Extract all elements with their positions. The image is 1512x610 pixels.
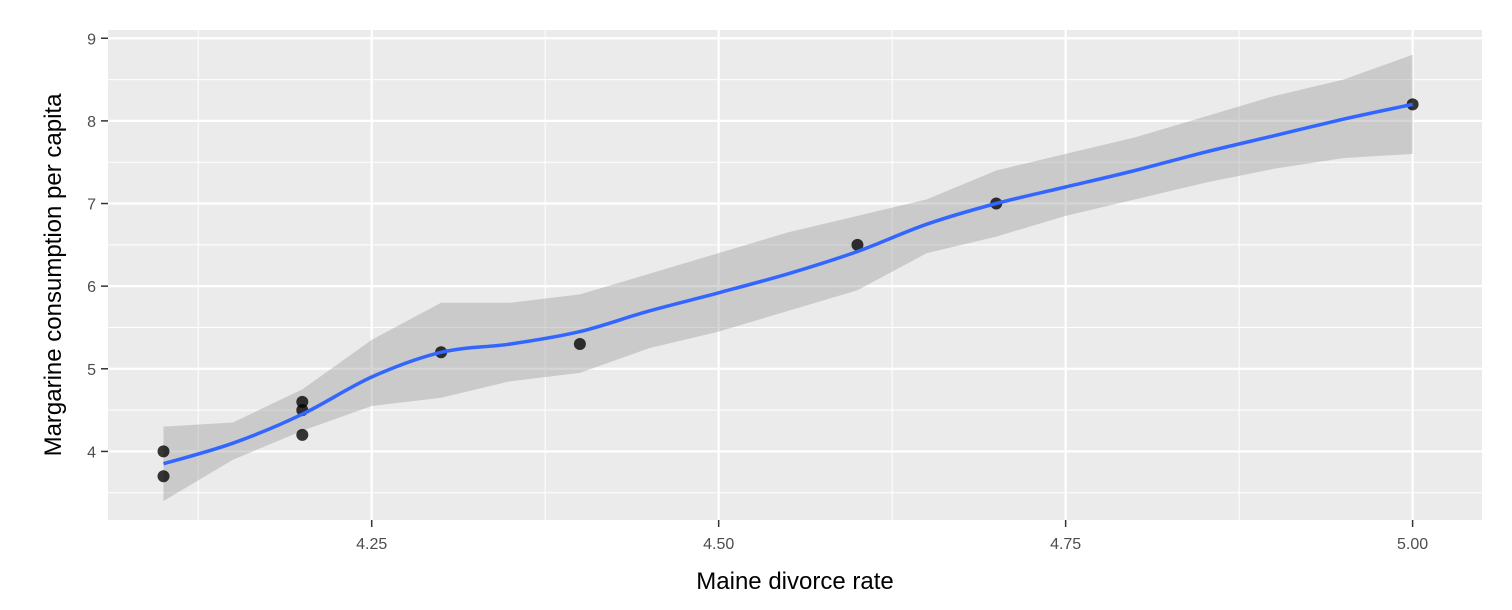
data-point — [573, 337, 586, 350]
y-axis-title: Margarine consumption per capita — [40, 93, 67, 457]
data-point — [157, 445, 170, 458]
data-point — [296, 395, 309, 408]
y-tick-label: 5 — [87, 362, 96, 379]
grid-major — [108, 30, 1482, 520]
smooth-line — [163, 102, 1413, 466]
y-tick-label: 6 — [87, 279, 96, 296]
x-tick-label: 4.50 — [703, 536, 734, 553]
data-point — [851, 238, 864, 251]
x-tick-label: 4.25 — [356, 536, 387, 553]
plot-panel — [108, 30, 1482, 520]
confidence-band — [163, 54, 1413, 502]
x-tick-label: 4.75 — [1050, 536, 1081, 553]
x-tick-label: 5.00 — [1397, 536, 1428, 553]
y-tick-label: 4 — [87, 444, 96, 461]
x-axis-title: Maine divorce rate — [696, 568, 893, 595]
y-tick-label: 8 — [87, 114, 96, 131]
grid-minor — [108, 30, 1482, 520]
y-tick-label: 9 — [87, 31, 96, 48]
y-axis: 4 5 6 7 8 9 — [87, 31, 108, 461]
data-point — [1406, 98, 1419, 111]
data-point — [157, 470, 170, 483]
y-tick-label: 7 — [87, 197, 96, 214]
data-point — [296, 428, 309, 441]
x-axis: 4.25 4.50 4.75 5.00 — [356, 520, 1428, 553]
